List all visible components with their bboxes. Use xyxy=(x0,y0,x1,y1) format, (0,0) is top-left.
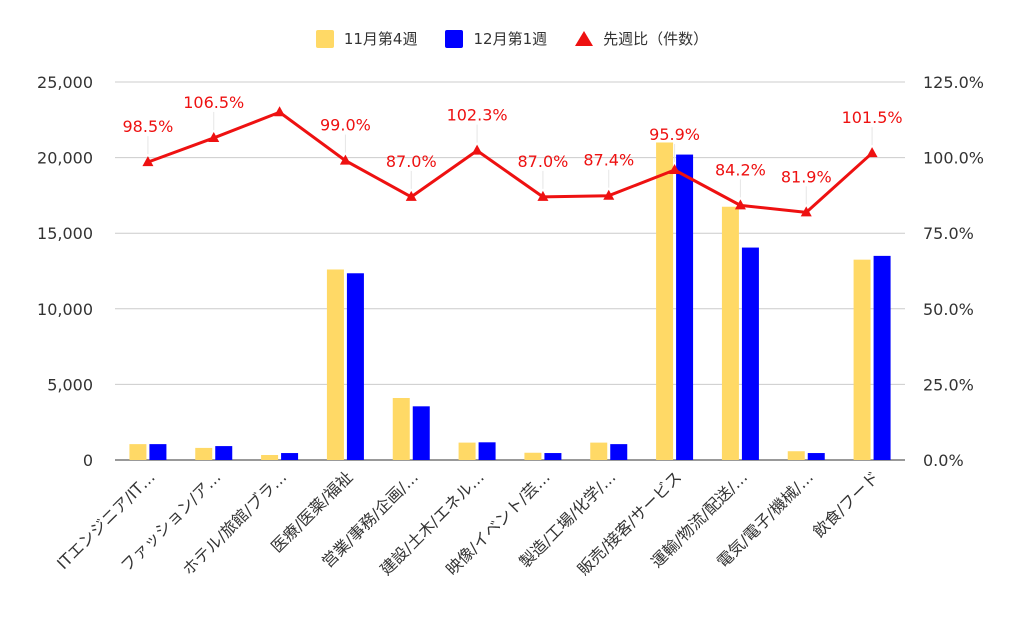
legend: 11月第4週 12月第1週 先週比（件数） xyxy=(0,28,1024,49)
line-point xyxy=(405,190,417,201)
data-label: 101.5% xyxy=(842,108,903,127)
y-right-tick-label: 75.0% xyxy=(923,224,974,243)
y-right-tick-label: 0.0% xyxy=(923,451,964,470)
y-left-tick-label: 20,000 xyxy=(37,149,93,168)
bar-1 xyxy=(458,442,476,460)
y-left-tick-label: 15,000 xyxy=(37,224,93,243)
bar-2 xyxy=(149,444,167,460)
data-label: 87.4% xyxy=(583,151,634,170)
bar-1 xyxy=(129,444,147,460)
bar-1 xyxy=(195,447,213,460)
line-point xyxy=(800,206,812,217)
legend-swatch-series-2 xyxy=(445,29,464,48)
bar-2 xyxy=(676,154,694,461)
y-left-tick-label: 25,000 xyxy=(37,73,93,92)
bar-layer xyxy=(129,142,891,461)
bar-1 xyxy=(853,259,871,460)
data-label: 98.5% xyxy=(123,117,174,136)
bar-2 xyxy=(807,453,825,460)
bar-2 xyxy=(873,255,891,460)
bar-1 xyxy=(524,452,542,460)
legend-item-series-1: 11月第4週 xyxy=(315,28,418,49)
bar-1 xyxy=(590,442,608,460)
bar-2 xyxy=(478,442,496,460)
line-point xyxy=(866,147,878,158)
line-layer: 98.5% 106.5% 99.0% 87.0% 102.3% 87.0% 87.4% 95.… xyxy=(123,93,903,217)
y-right-tick-label: 50.0% xyxy=(923,300,974,319)
line-point xyxy=(471,144,483,155)
x-tick-label: 飲食/フード xyxy=(809,467,883,541)
bar-1 xyxy=(326,269,344,460)
bar-2 xyxy=(741,247,759,460)
legend-swatch-series-1 xyxy=(315,29,334,48)
line-point xyxy=(274,106,286,117)
data-label: 99.0% xyxy=(320,116,371,135)
legend-triangle-icon xyxy=(575,31,594,46)
data-label: 84.2% xyxy=(715,160,766,179)
bar-2 xyxy=(346,273,364,460)
data-label: 87.0% xyxy=(386,152,437,171)
data-label: 87.0% xyxy=(518,152,569,171)
bar-2 xyxy=(544,453,562,460)
bar-1 xyxy=(787,451,805,460)
y-left-tick-label: 10,000 xyxy=(37,300,93,319)
legend-item-series-2: 12月第1週 xyxy=(445,28,547,49)
y-left-tick-label: 0 xyxy=(83,451,93,470)
line-point xyxy=(734,199,746,210)
bar-2 xyxy=(215,446,233,460)
axis-layer: 0 5,000 10,000 15,000 20,000 25,000 0.0% 25.0% 5… xyxy=(37,73,984,579)
line-point xyxy=(142,156,154,167)
legend-label-series-1: 11月第4週 xyxy=(343,30,418,48)
grid-layer xyxy=(115,81,905,461)
bar-2 xyxy=(281,453,299,460)
line-point xyxy=(339,154,351,165)
y-left-tick-label: 5,000 xyxy=(47,375,93,394)
bar-2 xyxy=(610,444,628,460)
legend-label-line: 先週比（件数） xyxy=(603,30,709,48)
y-right-tick-label: 100.0% xyxy=(923,149,984,168)
line-point xyxy=(603,189,615,200)
bar-1 xyxy=(721,206,739,460)
y-right-tick-label: 25.0% xyxy=(923,375,974,394)
bar-1 xyxy=(261,455,279,460)
data-label: 102.3% xyxy=(447,106,508,125)
legend-label-series-2: 12月第1週 xyxy=(473,30,548,48)
line-series xyxy=(147,110,874,214)
y-right-tick-label: 125.0% xyxy=(923,73,984,92)
line-point xyxy=(669,163,681,174)
bar-1 xyxy=(392,398,410,460)
bar-1 xyxy=(656,142,674,461)
line-point xyxy=(537,190,549,201)
data-label: 95.9% xyxy=(649,125,700,144)
data-label: 81.9% xyxy=(781,167,832,186)
legend-item-line: 先週比（件数） xyxy=(575,28,708,49)
bar-2 xyxy=(412,406,430,460)
data-label: 106.5% xyxy=(183,93,244,112)
line-point xyxy=(208,131,220,142)
